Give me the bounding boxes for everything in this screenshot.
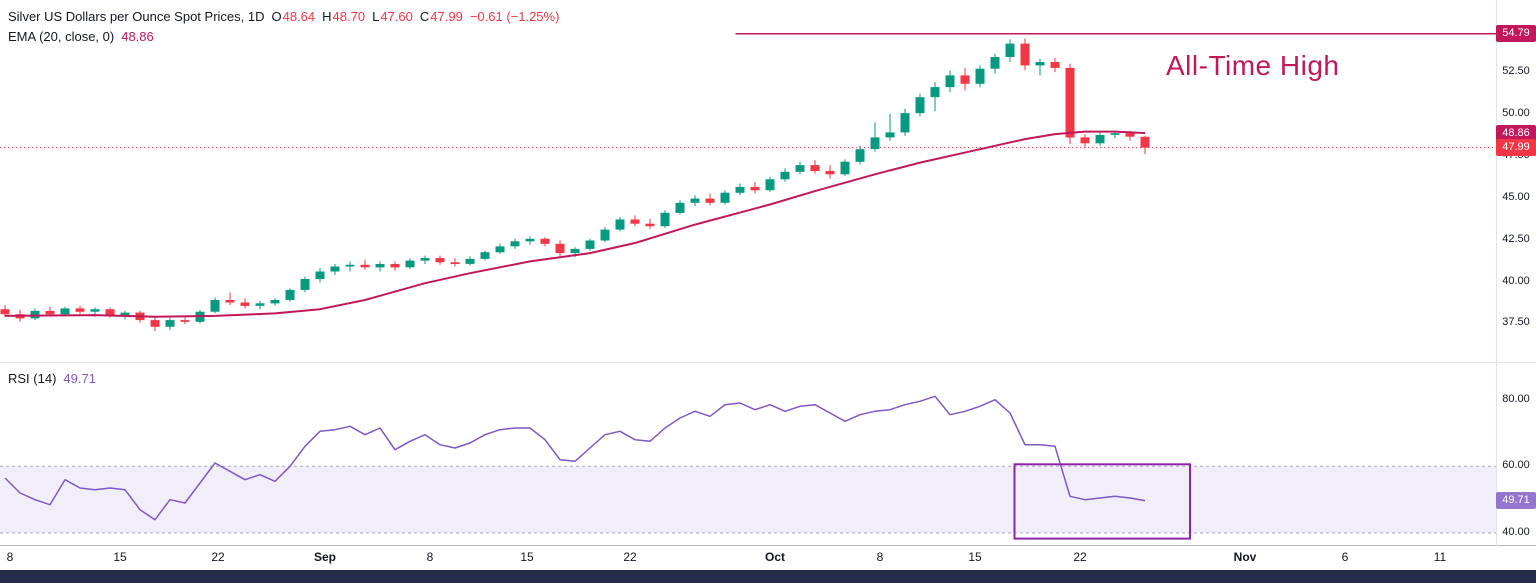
rsi-annotation-box[interactable] <box>1013 463 1191 540</box>
rsi-tick-label: 80.00 <box>1502 393 1530 405</box>
price-tick-label: 42.50 <box>1502 233 1530 245</box>
time-axis-label: 8 <box>876 550 884 564</box>
all-time-high-annotation[interactable]: All-Time High <box>1166 50 1340 81</box>
price-tick-label: 45.00 <box>1502 191 1530 203</box>
rsi-indicator-value: 49.71 <box>63 371 96 386</box>
change-value: −0.61 (−1.25%) <box>469 8 560 24</box>
open-value: O 48.64 <box>271 8 316 24</box>
time-axis-label: 22 <box>623 550 637 564</box>
time-axis-label: Sep <box>313 550 337 564</box>
rsi-tick-label: 40.00 <box>1502 526 1530 538</box>
panel-separators <box>0 0 1536 546</box>
time-axis-label: Nov <box>1233 550 1257 564</box>
last-price-badge: 47.99 <box>1496 139 1536 156</box>
ema-indicator-title[interactable]: EMA (20, close, 0) <box>8 28 115 44</box>
price-tick-label: 40.00 <box>1502 275 1530 287</box>
ema-line <box>4 130 1146 318</box>
price-tick-label: 37.50 <box>1502 316 1530 328</box>
candles-series[interactable] <box>0 38 1150 332</box>
price-axis[interactable]: 52.5050.0047.5045.0042.5040.0037.5080.00… <box>1496 0 1536 546</box>
ath-price-badge: 54.79 <box>1496 25 1536 42</box>
bottom-bar <box>0 570 1536 583</box>
low-value: L 47.60 <box>372 8 413 24</box>
time-axis-label: Oct <box>764 550 786 564</box>
time-axis-label: 15 <box>113 550 127 564</box>
price-tick-label: 52.50 <box>1502 65 1530 77</box>
ema-price-badge: 48.86 <box>1496 125 1536 142</box>
rsi-value-badge: 49.71 <box>1496 492 1536 509</box>
rsi-line <box>4 395 1146 521</box>
time-axis-label: 22 <box>211 550 225 564</box>
ema-legend-row: EMA (20, close, 0) 48.86 <box>8 26 559 46</box>
time-axis-label: 8 <box>6 550 14 564</box>
symbol-title[interactable]: Silver US Dollars per Ounce Spot Prices,… <box>8 8 265 24</box>
symbol-legend-row: Silver US Dollars per Ounce Spot Prices,… <box>8 6 559 26</box>
symbol-legend: Silver US Dollars per Ounce Spot Prices,… <box>8 6 559 46</box>
time-axis-label: 8 <box>426 550 434 564</box>
rsi-tick-label: 60.00 <box>1502 459 1530 471</box>
rsi-indicator-title[interactable]: RSI (14) <box>8 371 57 386</box>
chart-canvas[interactable] <box>0 0 1536 546</box>
time-axis-label: 15 <box>520 550 534 564</box>
price-tick-label: 50.00 <box>1502 107 1530 119</box>
time-axis-label: 11 <box>1433 550 1447 564</box>
high-value: H 48.70 <box>322 8 366 24</box>
rsi-legend-row: RSI (14) 49.71 <box>8 371 96 386</box>
time-axis[interactable]: 8 15 22 Sep 8 15 22 Oct 8 15 22 Nov 6 11 <box>0 546 1496 570</box>
time-axis-label: 15 <box>968 550 982 564</box>
ema-indicator-value: 48.86 <box>121 28 154 44</box>
close-value: C 47.99 <box>419 8 463 24</box>
time-axis-label: 22 <box>1073 550 1087 564</box>
time-axis-label: 6 <box>1341 550 1349 564</box>
rsi-band <box>0 465 1496 534</box>
